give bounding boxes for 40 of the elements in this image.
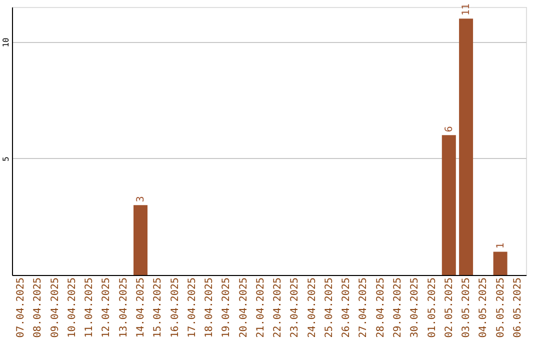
y-tick-label: 5: [2, 156, 10, 162]
x-tick-label: 14.04.2025: [136, 278, 146, 338]
x-tick-label: 02.05.2025: [444, 278, 455, 338]
x-tick-label: 13.04.2025: [118, 278, 130, 338]
x-tick-label: 19.04.2025: [221, 278, 232, 338]
x-tick-label: 23.04.2025: [290, 278, 301, 338]
x-tick-label: 09.04.2025: [50, 278, 61, 338]
x-tick-label: 10.04.2025: [66, 278, 78, 338]
data-label: 3: [136, 196, 146, 202]
x-tick-label: 18.04.2025: [204, 278, 216, 338]
bar: [493, 252, 508, 275]
x-tick-label: 12.04.2025: [101, 278, 112, 338]
x-tick-label: 21.04.2025: [255, 278, 266, 338]
x-tick-label: 04.05.2025: [478, 278, 490, 338]
y-tick-label: 10: [2, 37, 10, 48]
x-tick-label: 27.04.2025: [358, 278, 370, 338]
x-tick-label: 11.04.2025: [84, 278, 96, 338]
x-tick-label: 28.04.2025: [375, 278, 386, 338]
x-tick-label: 22.04.2025: [272, 278, 284, 338]
x-tick-label: 06.05.2025: [512, 278, 524, 338]
x-tick-label: 24.04.2025: [306, 278, 318, 338]
x-tick-label: 08.04.2025: [32, 278, 44, 338]
x-tick-label: 29.04.2025: [392, 278, 404, 338]
x-tick-label: 15.04.2025: [152, 278, 164, 338]
x-tick-label: 16.04.2025: [170, 278, 181, 338]
bar: [459, 18, 474, 275]
x-tick-label: 17.04.2025: [186, 278, 198, 338]
x-tick-label: 30.04.2025: [410, 278, 421, 338]
data-label: 6: [444, 126, 455, 132]
x-tick-label: 01.05.2025: [426, 278, 438, 338]
bar: [134, 205, 148, 275]
x-tick-label: 07.04.2025: [16, 278, 27, 338]
x-tick-label: 05.05.2025: [495, 278, 506, 338]
x-tick-label: 03.05.2025: [461, 278, 472, 338]
bar: [442, 135, 456, 275]
x-tick-label: 26.04.2025: [341, 278, 352, 338]
data-label: 1: [495, 242, 506, 249]
x-tick-label: 20.04.2025: [238, 278, 250, 338]
data-label: 11: [461, 4, 472, 16]
x-tick-label: 25.04.2025: [324, 278, 335, 338]
